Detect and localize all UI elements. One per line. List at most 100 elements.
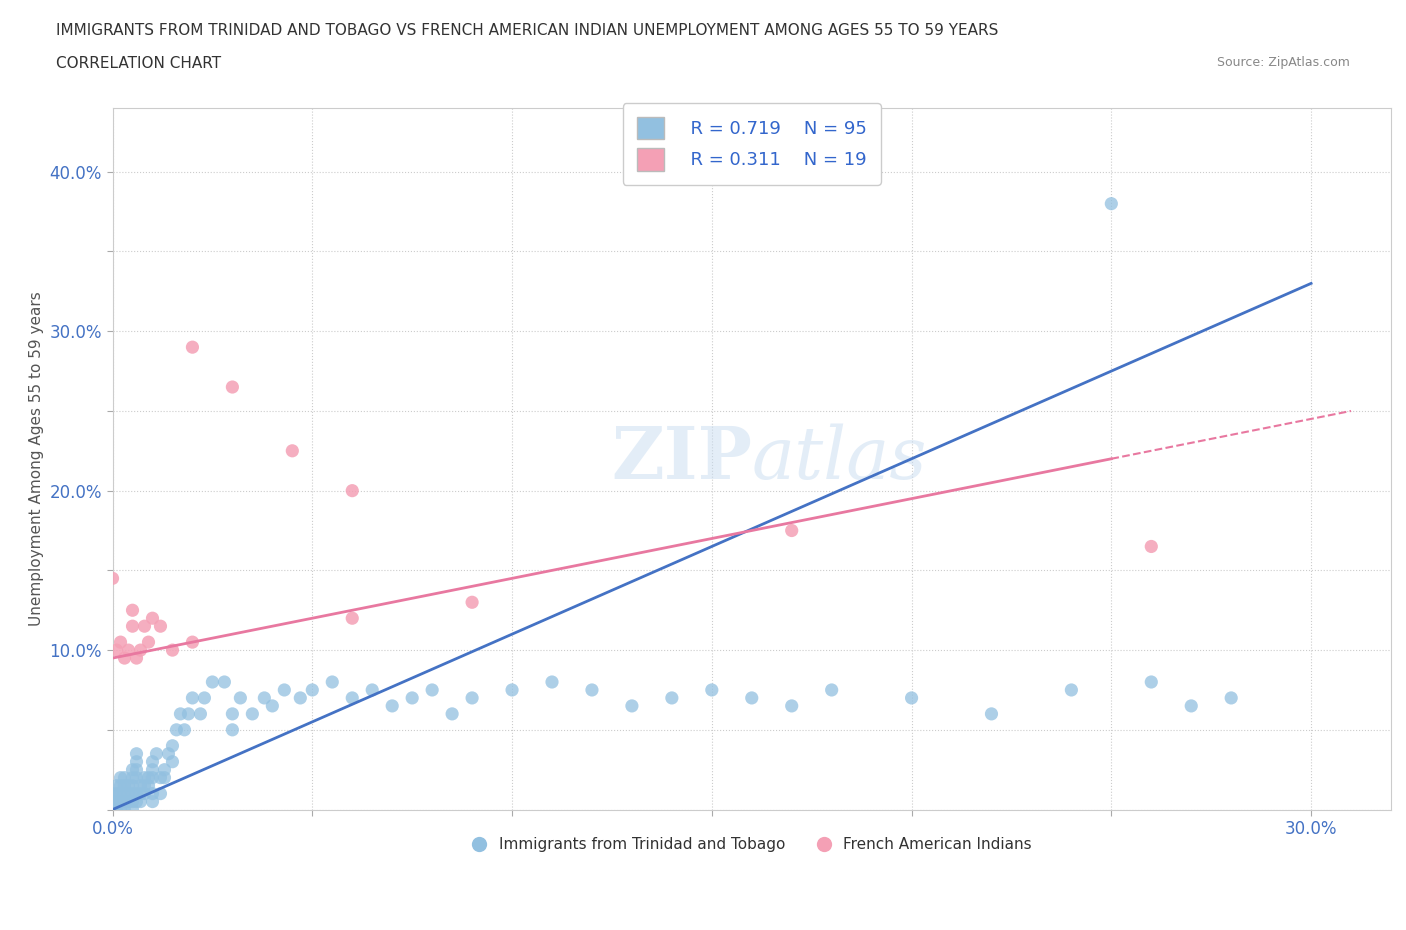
Point [980, 707, 1002, 722]
Point [381, 698, 404, 713]
Point [114, 794, 136, 809]
Point [125, 794, 148, 809]
Point [253, 690, 276, 705]
Point [105, 643, 128, 658]
Point [149, 618, 172, 633]
Point [321, 674, 343, 689]
Point [110, 778, 132, 793]
Point [129, 786, 152, 801]
Point [541, 674, 564, 689]
Text: CORRELATION CHART: CORRELATION CHART [56, 56, 221, 71]
Point [110, 786, 132, 801]
Point [181, 634, 204, 649]
Point [138, 778, 160, 793]
Point [141, 754, 163, 769]
Point [1220, 690, 1243, 705]
Point [661, 690, 683, 705]
Point [281, 444, 304, 458]
Point [420, 683, 443, 698]
Point [342, 611, 364, 626]
Point [110, 770, 132, 785]
Point [101, 802, 124, 817]
Point [141, 611, 163, 626]
Point [121, 770, 143, 785]
Point [1140, 539, 1163, 554]
Point [125, 786, 148, 801]
Text: IMMIGRANTS FROM TRINIDAD AND TOBAGO VS FRENCH AMERICAN INDIAN UNEMPLOYMENT AMONG: IMMIGRANTS FROM TRINIDAD AND TOBAGO VS F… [56, 23, 998, 38]
Point [134, 770, 156, 785]
Point [221, 723, 243, 737]
Point [1099, 196, 1122, 211]
Point [361, 683, 384, 698]
Text: atlas: atlas [752, 423, 928, 494]
Point [581, 683, 603, 698]
Point [121, 786, 143, 801]
Point [741, 690, 763, 705]
Point [121, 618, 143, 633]
Point [401, 690, 423, 705]
Point [138, 770, 160, 785]
Point [190, 707, 212, 722]
Point [221, 707, 243, 722]
Point [134, 778, 156, 793]
Point [121, 603, 143, 618]
Point [141, 763, 163, 777]
Point [461, 595, 484, 610]
Point [117, 643, 139, 658]
Point [162, 754, 184, 769]
Point [129, 778, 152, 793]
Point [105, 794, 128, 809]
Point [214, 674, 236, 689]
Legend: Immigrants from Trinidad and Tobago, French American Indians: Immigrants from Trinidad and Tobago, Fre… [465, 830, 1038, 858]
Point [141, 794, 163, 809]
Point [700, 683, 723, 698]
Point [149, 770, 172, 785]
Point [125, 651, 148, 666]
Point [125, 763, 148, 777]
Point [114, 778, 136, 793]
Point [121, 802, 143, 817]
Point [900, 690, 922, 705]
Point [125, 754, 148, 769]
Point [162, 738, 184, 753]
Point [229, 690, 252, 705]
Point [173, 723, 195, 737]
Point [134, 618, 156, 633]
Point [110, 802, 132, 817]
Point [290, 690, 312, 705]
Point [193, 690, 215, 705]
Point [441, 707, 464, 722]
Point [110, 634, 132, 649]
Text: ZIP: ZIP [610, 423, 752, 494]
Point [125, 746, 148, 761]
Point [101, 571, 124, 586]
Point [134, 786, 156, 801]
Point [153, 770, 176, 785]
Point [221, 379, 243, 394]
Point [1140, 674, 1163, 689]
Point [110, 794, 132, 809]
Point [105, 786, 128, 801]
Point [138, 634, 160, 649]
Point [114, 651, 136, 666]
Text: Source: ZipAtlas.com: Source: ZipAtlas.com [1216, 56, 1350, 69]
Point [157, 746, 180, 761]
Point [461, 690, 484, 705]
Point [141, 770, 163, 785]
Point [105, 778, 128, 793]
Point [162, 643, 184, 658]
Point [342, 484, 364, 498]
Point [114, 770, 136, 785]
Point [149, 786, 172, 801]
Point [117, 794, 139, 809]
Point [125, 770, 148, 785]
Point [114, 802, 136, 817]
Point [177, 707, 200, 722]
Point [117, 778, 139, 793]
Point [101, 794, 124, 809]
Point [620, 698, 643, 713]
Point [121, 794, 143, 809]
Point [1060, 683, 1083, 698]
Point [114, 786, 136, 801]
Point [780, 523, 803, 538]
